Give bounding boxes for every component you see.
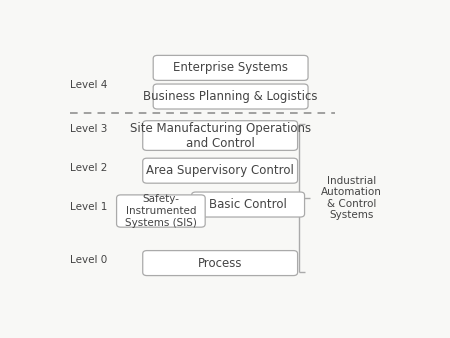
Text: Safety-
Instrumented
Systems (SIS): Safety- Instrumented Systems (SIS) <box>125 194 197 227</box>
Text: Basic Control: Basic Control <box>209 198 287 211</box>
FancyBboxPatch shape <box>143 250 297 275</box>
Text: Level 0: Level 0 <box>70 256 108 265</box>
Text: Enterprise Systems: Enterprise Systems <box>173 62 288 74</box>
Text: Level 3: Level 3 <box>70 124 108 134</box>
FancyBboxPatch shape <box>153 55 308 80</box>
FancyBboxPatch shape <box>117 195 205 227</box>
FancyBboxPatch shape <box>153 84 308 109</box>
FancyBboxPatch shape <box>143 121 297 150</box>
Text: Level 1: Level 1 <box>70 202 108 212</box>
Text: Area Supervisory Control: Area Supervisory Control <box>146 164 294 177</box>
Text: Business Planning & Logistics: Business Planning & Logistics <box>144 90 318 103</box>
Text: Site Manufacturing Operations
and Control: Site Manufacturing Operations and Contro… <box>130 122 310 149</box>
Text: Level 2: Level 2 <box>70 163 108 173</box>
Text: Level 4: Level 4 <box>70 80 108 90</box>
Text: Industrial
Automation
& Control
Systems: Industrial Automation & Control Systems <box>321 176 382 220</box>
Text: Process: Process <box>198 257 243 270</box>
FancyBboxPatch shape <box>143 158 297 183</box>
FancyBboxPatch shape <box>192 192 305 217</box>
